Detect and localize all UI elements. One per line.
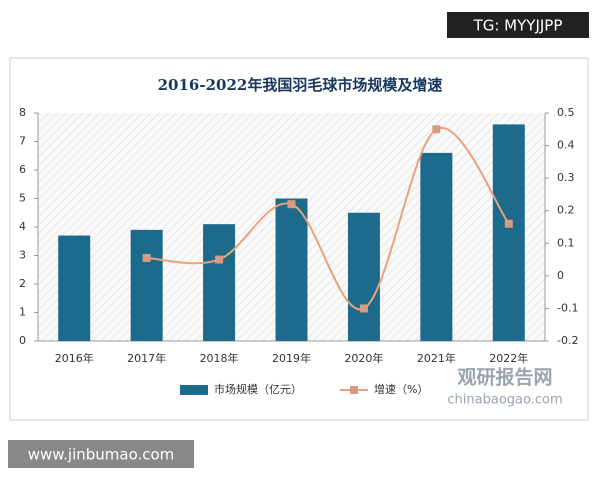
y-tick-label: 1 bbox=[19, 306, 26, 319]
y2-tick-label: 0.3 bbox=[557, 171, 575, 184]
x-tick-label: 2017年 bbox=[127, 351, 166, 365]
y-tick-label: 6 bbox=[19, 163, 26, 176]
x-tick-label: 2022年 bbox=[489, 351, 528, 365]
y2-tick-label: 0.1 bbox=[557, 236, 575, 249]
y-tick-label: 2 bbox=[19, 277, 26, 290]
legend-label: 增速（%） bbox=[374, 382, 428, 396]
x-tick-label: 2021年 bbox=[417, 351, 456, 365]
marker bbox=[359, 304, 368, 313]
watermark: www.jinbumao.com bbox=[28, 446, 175, 464]
logo-url: chinabaogao.com bbox=[447, 393, 562, 408]
y-tick-label: 5 bbox=[19, 192, 26, 205]
logo: 观研报告网 bbox=[457, 366, 552, 389]
bar bbox=[58, 235, 91, 341]
y2-tick-label: 0.4 bbox=[557, 139, 575, 152]
bar bbox=[420, 152, 453, 341]
y2-tick-label: -0.2 bbox=[557, 334, 578, 347]
marker bbox=[432, 125, 441, 134]
legend-label: 市场规模（亿元） bbox=[214, 382, 302, 396]
marker bbox=[142, 253, 151, 262]
watermark-box bbox=[447, 12, 589, 38]
bar bbox=[203, 224, 236, 341]
y2-tick-label: 0.5 bbox=[557, 106, 575, 119]
marker bbox=[287, 200, 296, 209]
x-tick-label: 2019年 bbox=[272, 351, 311, 365]
x-tick-label: 2018年 bbox=[200, 351, 239, 365]
y2-tick-label: -0.1 bbox=[557, 301, 578, 314]
legend-swatch bbox=[180, 385, 208, 395]
bar bbox=[347, 212, 380, 341]
bar bbox=[130, 229, 163, 341]
x-tick-label: 2020年 bbox=[344, 351, 383, 365]
y-tick-label: 3 bbox=[19, 249, 26, 262]
y2-tick-label: 0 bbox=[557, 269, 564, 282]
marker bbox=[504, 219, 513, 228]
bar bbox=[275, 198, 308, 341]
y-tick-label: 0 bbox=[19, 334, 26, 347]
chart-title: 2016-2022年我国羽毛球市场规模及增速 bbox=[158, 76, 443, 94]
legend-swatch bbox=[350, 386, 358, 394]
marker bbox=[215, 255, 224, 264]
y-tick-label: 8 bbox=[19, 106, 26, 119]
y2-tick-label: 0.2 bbox=[557, 204, 575, 217]
y-tick-label: 7 bbox=[19, 135, 26, 148]
x-tick-label: 2016年 bbox=[55, 351, 94, 365]
bar bbox=[492, 124, 525, 342]
watermark: TG: MYYJJPP bbox=[473, 17, 563, 35]
y-tick-label: 4 bbox=[19, 220, 26, 233]
watermark-box bbox=[8, 440, 194, 468]
